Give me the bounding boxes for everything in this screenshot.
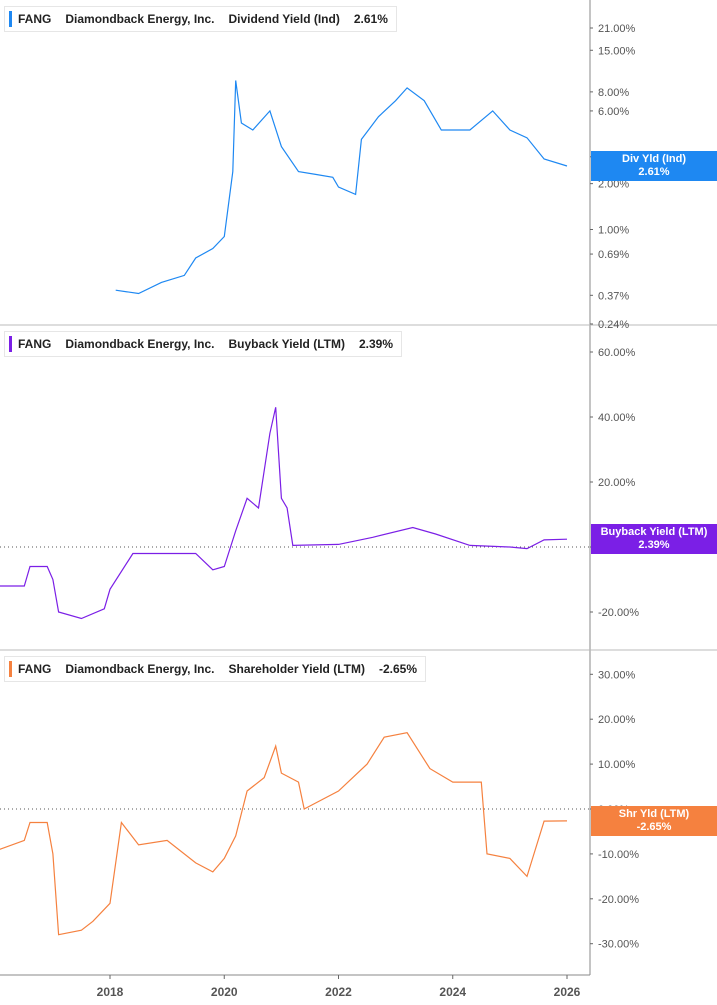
legend-swatch xyxy=(9,661,12,677)
legend-series: Shareholder Yield (LTM) xyxy=(228,662,365,676)
y-tick-label: 6.00% xyxy=(598,106,629,118)
y-tick-label: 0.37% xyxy=(598,290,629,302)
legend-company: Diamondback Energy, Inc. xyxy=(65,337,215,351)
x-tick-label: 2026 xyxy=(554,985,581,999)
y-tick-label: 0.24% xyxy=(598,319,629,331)
y-tick-label: -10.00% xyxy=(598,849,639,861)
y-tick-label: 21.00% xyxy=(598,23,636,35)
y-tick-label: -30.00% xyxy=(598,939,639,951)
y-tick-label: 2.00% xyxy=(598,179,629,191)
tag-value: 2.39% xyxy=(638,539,670,552)
legend: FANG Diamondback Energy, Inc. Dividend Yie… xyxy=(4,6,397,32)
x-tick-label: 2024 xyxy=(439,985,466,999)
y-tick-label: 8.00% xyxy=(598,87,629,99)
legend-company: Diamondback Energy, Inc. xyxy=(65,12,215,26)
legend-value: 2.61% xyxy=(353,12,388,26)
tag-label: Buyback Yield (LTM) xyxy=(600,526,708,539)
legend: FANG Diamondback Energy, Inc. Shareholder … xyxy=(4,656,426,682)
legend-value: -2.65% xyxy=(378,662,417,676)
y-tick-label: 40.00% xyxy=(598,412,636,424)
tag-value: -2.65% xyxy=(636,820,672,833)
legend-ticker: FANG xyxy=(18,662,52,676)
y-tick-label: -20.00% xyxy=(598,607,639,619)
tag-value: 2.61% xyxy=(638,166,670,178)
legend-swatch xyxy=(9,11,12,27)
y-tick-label: 1.00% xyxy=(598,225,629,237)
legend-ticker: FANG xyxy=(18,337,52,351)
legend: FANG Diamondback Energy, Inc. Buyback Yiel… xyxy=(4,331,402,357)
y-tick-label: 30.00% xyxy=(598,669,636,681)
series-line xyxy=(115,80,568,295)
y-tick-label: 10.00% xyxy=(598,759,636,771)
legend-value: 2.39% xyxy=(358,337,393,351)
y-tick-label: 15.00% xyxy=(598,45,636,57)
legend-company: Diamondback Energy, Inc. xyxy=(65,662,215,676)
series-line xyxy=(0,732,568,936)
legend-swatch xyxy=(9,336,12,352)
legend-ticker: FANG xyxy=(18,12,52,26)
y-tick-label: 0.69% xyxy=(598,249,629,261)
legend-series: Buyback Yield (LTM) xyxy=(228,337,345,351)
x-tick-label: 2020 xyxy=(211,985,238,999)
x-tick-label: 2018 xyxy=(97,985,124,999)
series-line xyxy=(0,407,568,620)
tag-label: Div Yld (Ind) xyxy=(622,153,686,165)
last-value-tag: Div Yld (Ind) 2.61% xyxy=(591,151,717,181)
legend-series: Dividend Yield (Ind) xyxy=(228,12,340,26)
y-tick-label: 20.00% xyxy=(598,477,636,489)
y-tick-label: 20.00% xyxy=(598,714,636,726)
x-tick-label: 2022 xyxy=(325,985,352,999)
last-value-tag: Shr Yld (LTM) -2.65% xyxy=(591,805,717,836)
y-tick-label: -20.00% xyxy=(598,894,639,906)
last-value-tag: Buyback Yield (LTM) 2.39% xyxy=(591,524,717,555)
tag-label: Shr Yld (LTM) xyxy=(618,807,690,820)
y-tick-label: 60.00% xyxy=(598,347,636,359)
